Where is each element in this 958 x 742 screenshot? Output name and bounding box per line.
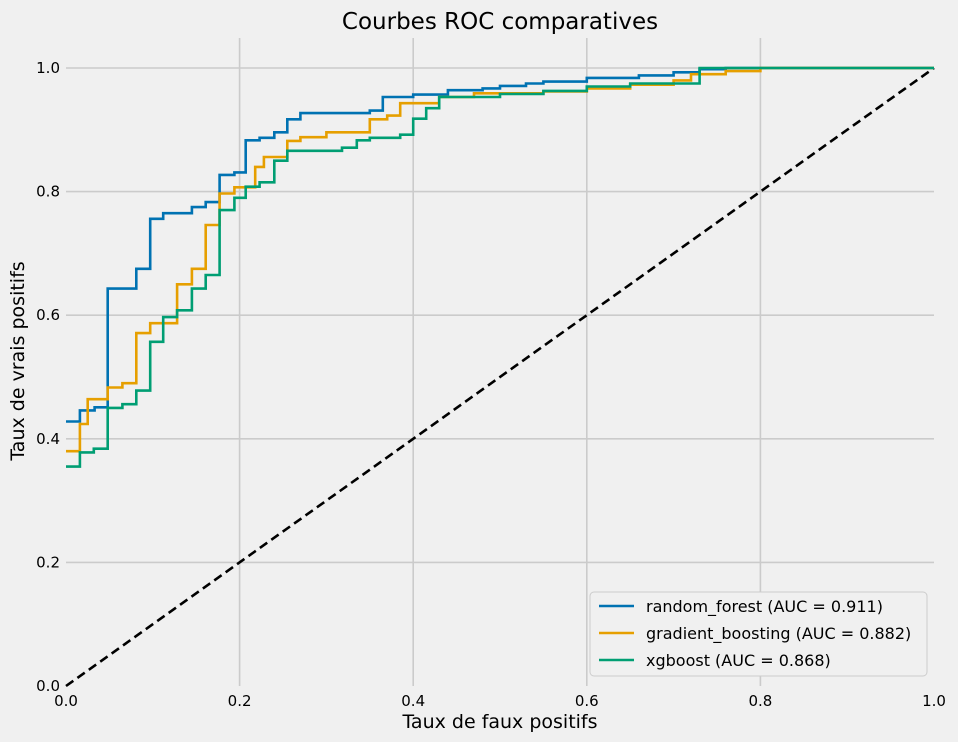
legend: random_forest (AUC = 0.911) gradient_boos… bbox=[589, 591, 928, 677]
legend-label-2: xgboost (AUC = 0.868) bbox=[646, 651, 831, 670]
chance-line bbox=[65, 66, 935, 688]
chart-title: Courbes ROC comparatives bbox=[342, 9, 658, 35]
legend-frame bbox=[589, 591, 928, 677]
y-tick-label-1: 0.2 bbox=[36, 553, 60, 571]
x-tick-label-2: 0.4 bbox=[401, 692, 425, 710]
x-tick-label-0: 0.0 bbox=[54, 692, 78, 710]
legend-label-0: random_forest (AUC = 0.911) bbox=[646, 597, 883, 617]
x-tick-label-3: 0.6 bbox=[575, 692, 599, 710]
y-tick-label-4: 0.8 bbox=[36, 183, 60, 201]
x-tick-label-4: 0.8 bbox=[748, 692, 772, 710]
series-line-random-forest bbox=[66, 66, 934, 423]
x-tick-label-5: 1.0 bbox=[922, 692, 946, 710]
chance-line-group bbox=[65, 66, 935, 688]
series-group bbox=[66, 66, 934, 468]
y-tick-label-5: 1.0 bbox=[36, 59, 60, 77]
x-axis-label: Taux de faux positifs bbox=[401, 711, 597, 733]
y-tick-label-2: 0.4 bbox=[36, 430, 60, 448]
x-tick-label-1: 0.2 bbox=[228, 692, 252, 710]
legend-label-1: gradient_boosting (AUC = 0.882) bbox=[646, 624, 911, 644]
y-tick-label-0: 0.0 bbox=[36, 677, 60, 695]
tick-labels: 0.0 0.2 0.4 0.6 0.8 1.0 0.0 0.2 0.4 0.6 0.8 1.0 bbox=[36, 59, 946, 710]
y-axis-label: Taux de vrais positifs bbox=[7, 261, 29, 461]
series-line-xgboost bbox=[66, 66, 934, 468]
y-tick-label-3: 0.6 bbox=[36, 306, 60, 324]
grid bbox=[66, 38, 934, 686]
